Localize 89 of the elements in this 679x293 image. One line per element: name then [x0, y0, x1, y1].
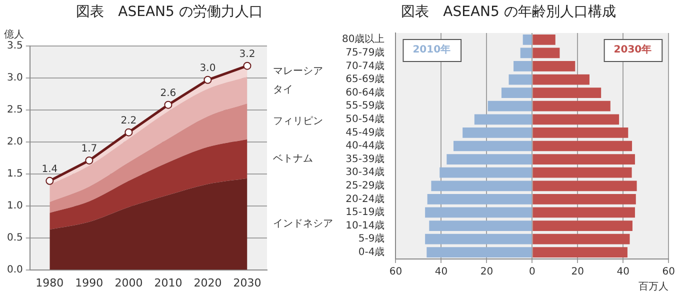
y-tick-label: 2.0: [6, 136, 23, 148]
total-label: 1.4: [42, 164, 58, 175]
bar: [488, 100, 532, 112]
bar: [532, 48, 560, 58]
bar: [446, 154, 532, 164]
chart-title: 図表 ASEAN5 の年齢別人口構成: [400, 3, 617, 22]
total-label: 3.2: [239, 48, 256, 60]
y-tick-label: 80歳以上: [342, 33, 385, 46]
bar: [532, 140, 632, 152]
y-tick-label: 65-69歳: [346, 73, 385, 86]
y-tick-label: 1.5: [6, 168, 23, 180]
total-label: 2.6: [160, 88, 176, 99]
bar: [426, 247, 532, 258]
text: 2030年: [614, 44, 652, 56]
chart-title: 図表 ASEAN5 の労働力人口: [75, 3, 264, 22]
bar: [508, 74, 532, 85]
y-tick-label: 0-4歳: [358, 246, 385, 258]
bar: [532, 61, 576, 72]
y-tick-label: 30-34歳: [346, 166, 385, 178]
bar: [425, 234, 532, 244]
bar: [532, 220, 632, 231]
x-tick-label: 60: [662, 266, 676, 278]
y-tick-label: 5-9歳: [358, 232, 385, 245]
y-tick-label: 3.0: [6, 72, 23, 84]
text: ベトナム: [273, 153, 313, 164]
text: マレーシア: [273, 66, 323, 77]
bar: [514, 61, 532, 72]
bar: [532, 114, 620, 125]
y-tick-label: 1.0: [6, 200, 23, 212]
bar: [429, 220, 532, 231]
text: 2010年: [412, 44, 451, 56]
y-tick-label: 2.5: [6, 104, 23, 116]
bar: [501, 88, 532, 98]
bar: [522, 34, 532, 45]
y-tick-label: 70-74歳: [346, 60, 385, 72]
y-tick-label: 40-44歳: [346, 140, 385, 152]
bar: [532, 207, 635, 218]
y-tick-label: 45-49歳: [346, 126, 385, 138]
bar: [532, 100, 610, 112]
x-tick-label: 2030: [233, 276, 262, 290]
bar: [532, 154, 635, 164]
bar: [440, 167, 532, 178]
total-label: 2.2: [120, 115, 137, 126]
x-tick-label: 20: [480, 266, 494, 278]
bar: [532, 167, 632, 178]
total-label: 3.0: [200, 62, 216, 74]
total-label: 1.7: [81, 143, 98, 154]
y-tick-label: 10-14歳: [346, 219, 385, 232]
y-tick-label: 75-79歳: [346, 46, 385, 59]
bar: [453, 140, 532, 152]
x-tick-label: 2020: [194, 276, 222, 290]
bar: [425, 207, 532, 218]
text: フィリピン: [273, 116, 323, 128]
bar: [474, 114, 532, 125]
y-tick-label: 35-39歳: [346, 152, 385, 165]
y-tick-label: 25-29歳: [346, 179, 385, 192]
x-tick-label: 40: [616, 266, 630, 278]
x-tick-label: 20: [571, 266, 584, 278]
x-tick-label: 60: [389, 266, 402, 278]
bar: [431, 180, 532, 192]
y-tick-label: 0.0: [6, 264, 23, 276]
bar: [532, 180, 637, 192]
x-tick-label: 2000: [114, 276, 143, 290]
x-tick-label: 1990: [75, 276, 104, 290]
bar: [532, 128, 628, 138]
text: タイ: [273, 84, 293, 96]
x-axis-title: 百万人: [638, 282, 669, 293]
y-tick-label: 60-64歳: [346, 86, 385, 98]
text: インドネシア: [273, 218, 333, 230]
bar: [532, 247, 628, 258]
x-tick-label: 0: [528, 266, 536, 278]
y-tick-label: 15-19歳: [346, 206, 385, 218]
bar: [532, 34, 556, 45]
bar: [532, 194, 636, 204]
y-tick-label: 0.5: [6, 232, 23, 244]
y-tick-label: 3.5: [6, 40, 23, 52]
bar: [532, 88, 602, 98]
y-tick-label: 50-54歳: [346, 113, 385, 126]
y-tick-label: 20-24歳: [346, 192, 385, 205]
x-tick-label: 2010: [154, 276, 182, 290]
bar: [427, 194, 532, 204]
bar: [532, 74, 590, 85]
bar: [532, 234, 630, 244]
x-tick-label: 40: [434, 266, 448, 278]
y-axis-title: 億人: [4, 28, 24, 41]
bar: [462, 128, 532, 138]
bar: [520, 48, 532, 58]
x-tick-label: 1980: [36, 276, 64, 290]
y-tick-label: 55-59歳: [346, 100, 385, 112]
